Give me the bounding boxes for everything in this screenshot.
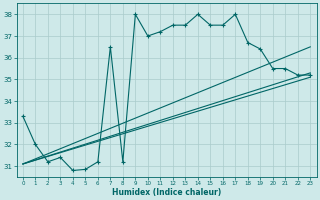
X-axis label: Humidex (Indice chaleur): Humidex (Indice chaleur) [112,188,221,197]
